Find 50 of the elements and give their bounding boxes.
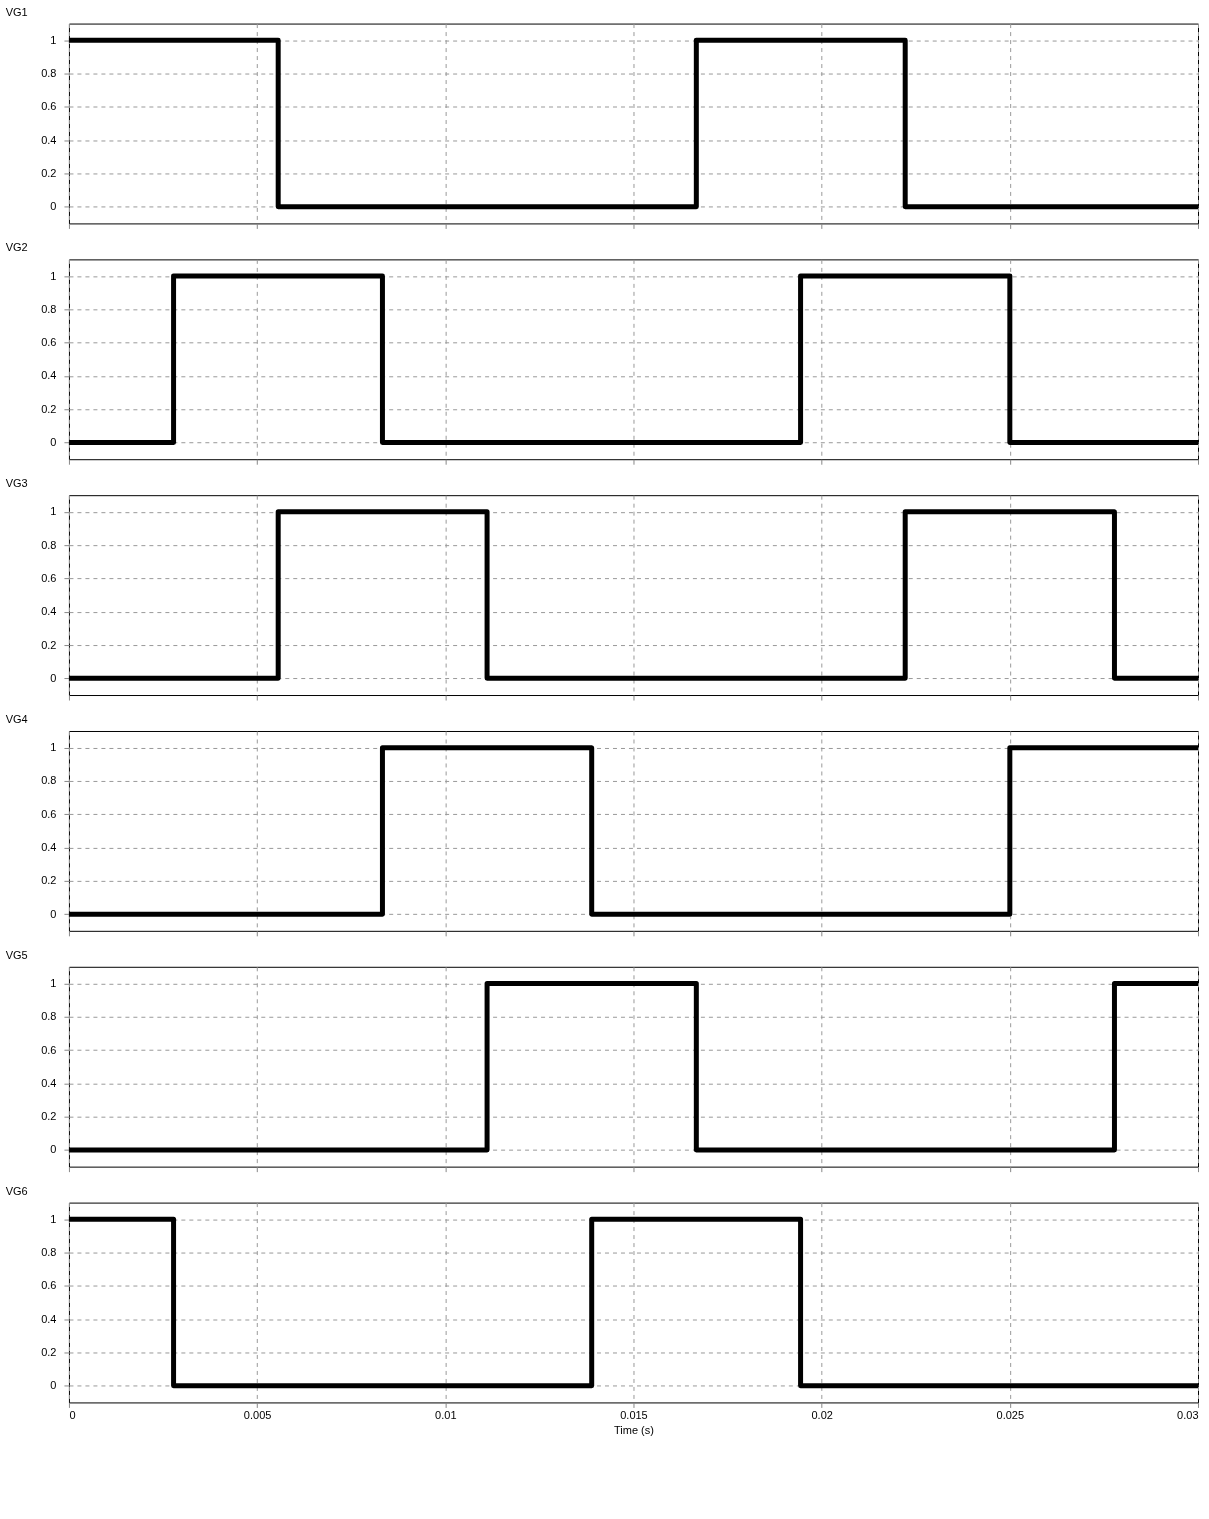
y-tick-label: 1: [50, 269, 57, 282]
chart-title: VG1: [5, 5, 28, 18]
y-tick-label: 0.2: [41, 402, 57, 415]
x-tick-label: 0.025: [996, 1408, 1025, 1421]
y-tick-label: 0.8: [41, 67, 57, 80]
y-tick-label: 0.6: [41, 336, 57, 349]
chart-title: VG4: [5, 713, 28, 725]
y-tick-label: 0: [50, 436, 57, 449]
x-axis-title: Time (s): [614, 1423, 654, 1436]
y-tick-label: 0.8: [41, 1246, 57, 1259]
chart-title: VG5: [5, 948, 28, 961]
y-tick-label: 0: [50, 907, 57, 920]
x-tick-label: 0.01: [435, 1408, 457, 1421]
chart-title: VG6: [5, 1184, 28, 1197]
y-tick-label: 0.2: [41, 638, 57, 651]
y-tick-label: 0.6: [41, 1279, 57, 1292]
y-tick-label: 0.2: [41, 1345, 57, 1358]
x-tick-label: 0.015: [620, 1408, 648, 1421]
y-tick-label: 0.4: [41, 133, 57, 146]
y-tick-label: 0.4: [41, 605, 57, 618]
y-tick-label: 0.4: [41, 841, 57, 854]
y-tick-label: 0.8: [41, 774, 57, 787]
y-tick-label: 1: [50, 976, 57, 989]
x-tick-label: 0.005: [243, 1408, 272, 1421]
y-tick-label: 0: [50, 671, 57, 684]
y-tick-label: 0: [50, 1143, 57, 1156]
y-tick-label: 0.8: [41, 1010, 57, 1023]
y-tick-label: 0.6: [41, 807, 57, 820]
y-tick-label: 1: [50, 1212, 57, 1225]
y-tick-label: 0.8: [41, 538, 57, 551]
y-tick-label: 0.4: [41, 1076, 57, 1089]
chart-title: VG3: [5, 477, 28, 490]
y-tick-label: 0.4: [41, 369, 57, 382]
chart-title: VG2: [5, 241, 28, 254]
y-tick-label: 0.2: [41, 1110, 57, 1123]
y-tick-label: 1: [50, 741, 57, 754]
y-tick-label: 0.2: [41, 166, 57, 179]
y-tick-label: 1: [50, 33, 57, 46]
x-tick-label: 0: [69, 1408, 76, 1421]
x-tick-label: 0.02: [811, 1408, 833, 1421]
y-tick-label: 0: [50, 200, 57, 213]
y-tick-label: 0.6: [41, 1043, 57, 1056]
y-tick-label: 0: [50, 1379, 57, 1392]
x-tick-label: 0.03: [1177, 1408, 1199, 1421]
y-tick-label: 0.6: [41, 100, 57, 113]
y-tick-label: 0.4: [41, 1312, 57, 1325]
y-tick-label: 1: [50, 505, 57, 518]
y-tick-label: 0.6: [41, 571, 57, 584]
y-tick-label: 0.8: [41, 302, 57, 315]
y-tick-label: 0.2: [41, 874, 57, 887]
